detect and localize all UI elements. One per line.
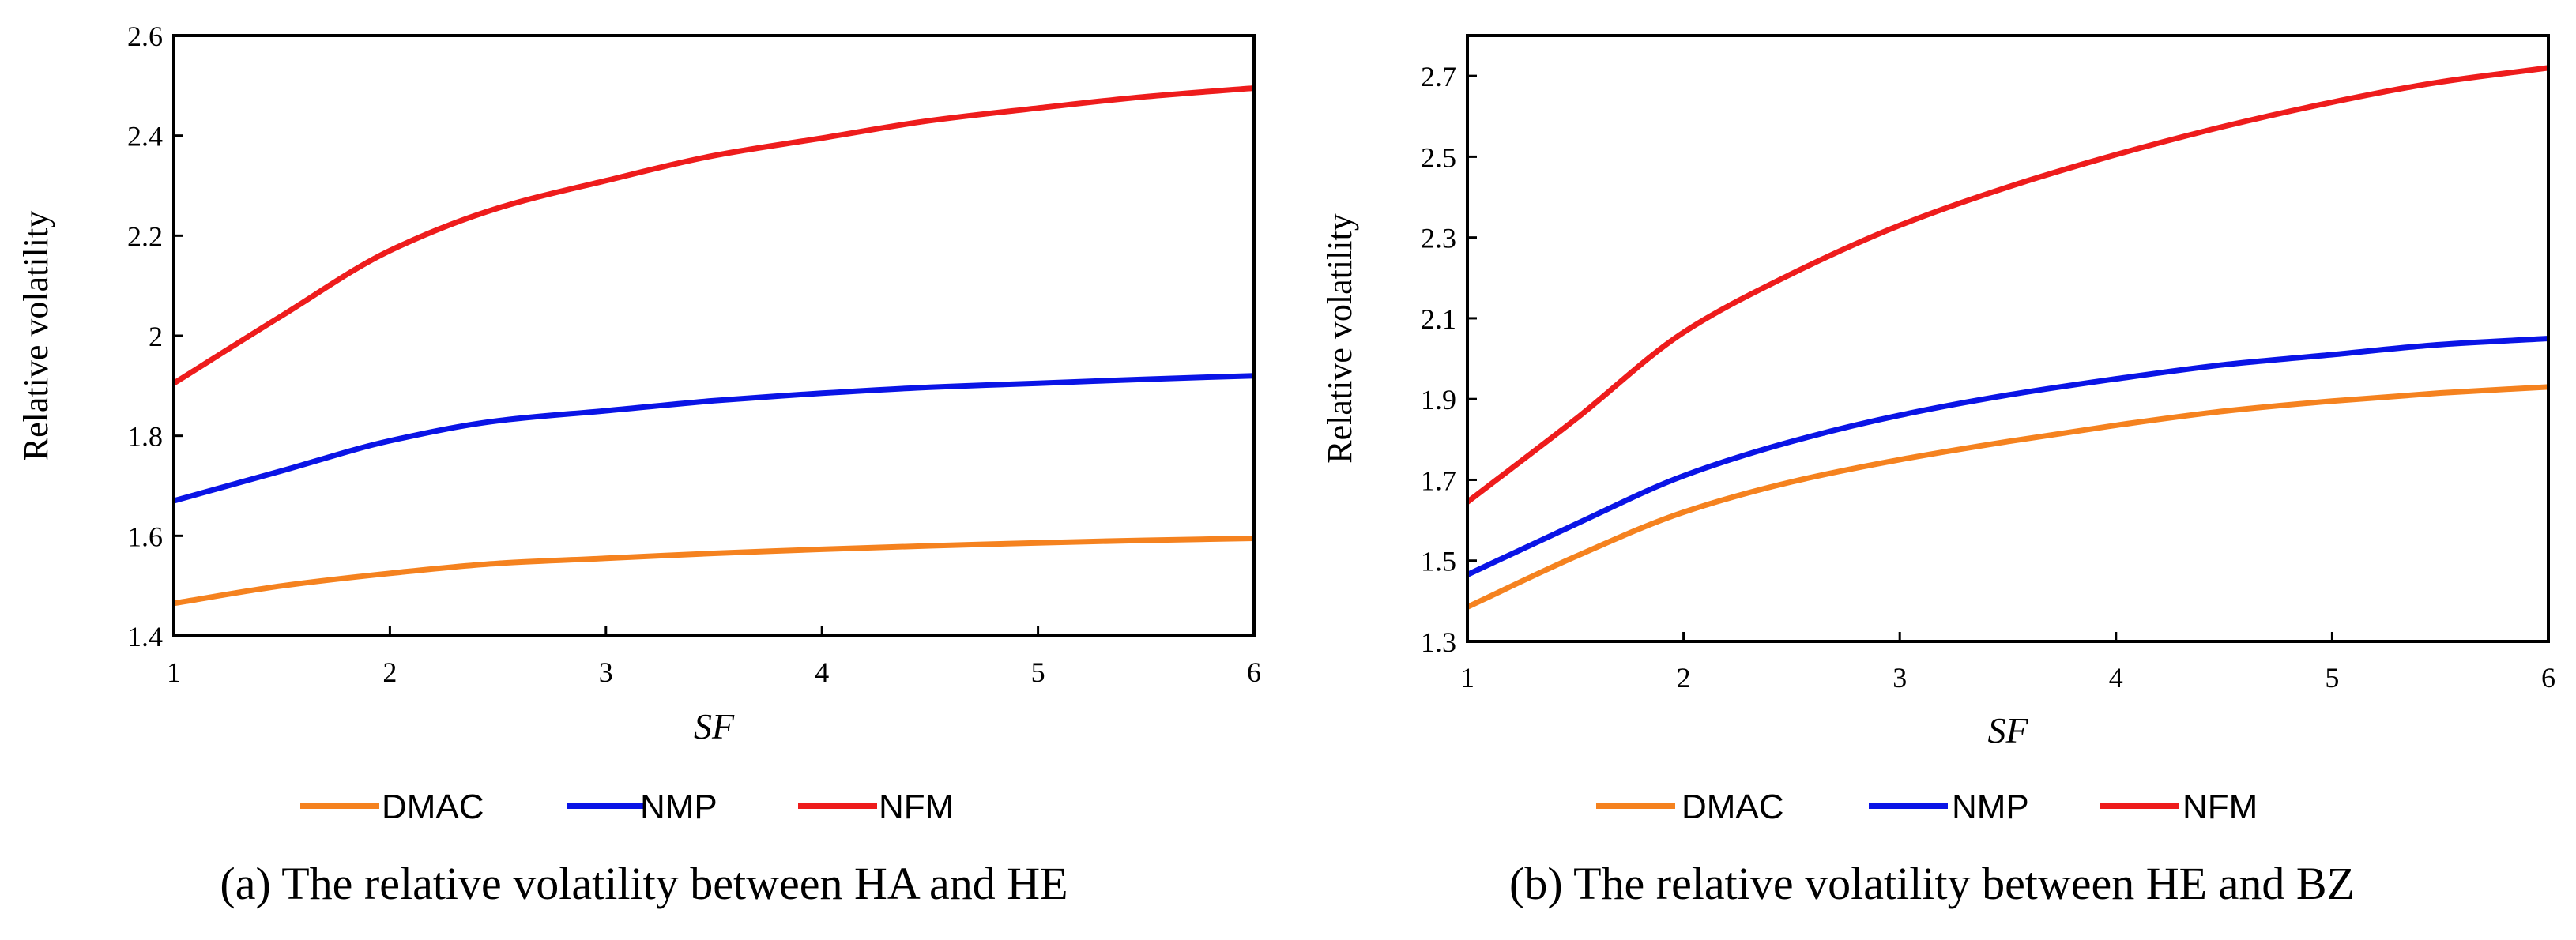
y-tick-label: 1.5 bbox=[1421, 546, 1456, 577]
chart-b: 1.3 1.5 1.7 1.9 2.1 2.3 2.5 2.7 1 2 3 4 5 6 SF Relative… bbox=[1320, 34, 2555, 909]
chart-caption: (b) The relative volatility between HE a… bbox=[1509, 858, 2355, 909]
x-tick-label: 3 bbox=[1892, 662, 1907, 694]
y-tick-label: 2.2 bbox=[127, 220, 163, 252]
y-tick-label: 2.6 bbox=[127, 21, 163, 52]
y-axis-label: Relative volatility bbox=[17, 211, 55, 461]
y-tick-label: 2.7 bbox=[1421, 61, 1456, 92]
x-axis-label: SF bbox=[1987, 710, 2028, 750]
series-line-nfm bbox=[172, 85, 1255, 386]
y-tick-label: 1.6 bbox=[127, 521, 163, 552]
x-tick-label: 1 bbox=[167, 656, 181, 688]
x-tick-label: 5 bbox=[1031, 656, 1045, 688]
x-tick-label: 4 bbox=[2109, 662, 2123, 694]
x-tick-label: 6 bbox=[2541, 662, 2555, 694]
y-tick-label: 2.4 bbox=[127, 121, 163, 152]
chart-caption: (a) The relative volatility between HA a… bbox=[220, 858, 1068, 909]
y-tick-label: 2.3 bbox=[1421, 223, 1456, 254]
x-tick-label: 4 bbox=[815, 656, 829, 688]
chart-a: 1.4 1.6 1.8 2 2.2 2.4 2.6 1 2 3 4 5 6 SF Relative vola… bbox=[17, 21, 1261, 909]
legend-label-nmp: NMP bbox=[640, 788, 717, 826]
x-tick-label: 3 bbox=[599, 656, 613, 688]
y-axis-label: Relative volatility bbox=[1320, 213, 1359, 464]
series-line-nmp bbox=[1466, 336, 2549, 577]
x-tick-label: 6 bbox=[1247, 656, 1261, 688]
y-tick-label: 1.9 bbox=[1421, 384, 1456, 415]
series-line-dmac bbox=[173, 536, 1255, 607]
series-line-dmac bbox=[1466, 384, 2549, 610]
legend-label-nfm: NFM bbox=[2182, 788, 2258, 826]
series-line-nmp bbox=[173, 373, 1255, 504]
y-tick-label: 2.1 bbox=[1421, 303, 1456, 335]
y-tick-label: 2.5 bbox=[1421, 141, 1456, 173]
x-tick-label: 1 bbox=[1460, 662, 1474, 694]
x-axis-label: SF bbox=[694, 706, 735, 746]
legend-label-nmp: NMP bbox=[1952, 788, 2029, 826]
x-tick-label: 5 bbox=[2325, 662, 2339, 694]
y-tick-label: 1.4 bbox=[127, 621, 163, 652]
x-tick-label: 2 bbox=[1677, 662, 1691, 694]
plot-frame bbox=[172, 34, 1256, 637]
series-line-nfm bbox=[1465, 65, 2549, 505]
x-tick-label: 2 bbox=[382, 656, 397, 688]
legend-label-dmac: DMAC bbox=[382, 788, 484, 826]
y-tick-label: 1.8 bbox=[127, 421, 163, 453]
y-tick-label: 2 bbox=[149, 321, 163, 352]
legend-label-nfm: NFM bbox=[879, 788, 954, 826]
plot-frame bbox=[1466, 34, 2550, 643]
y-tick-label: 1.7 bbox=[1421, 464, 1456, 496]
legend-label-dmac: DMAC bbox=[1682, 788, 1784, 826]
y-tick-label: 1.3 bbox=[1421, 626, 1456, 658]
